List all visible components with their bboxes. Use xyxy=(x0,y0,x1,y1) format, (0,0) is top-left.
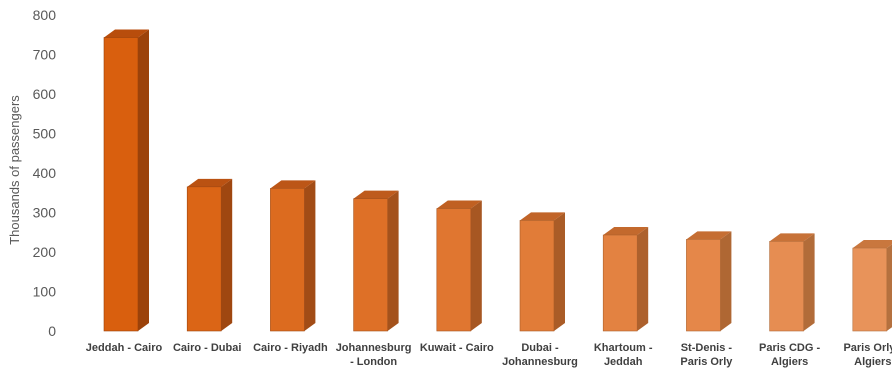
bar xyxy=(519,212,565,332)
bar-side xyxy=(720,231,732,331)
bar-side xyxy=(138,29,149,331)
y-tick-label: 300 xyxy=(33,205,57,221)
bar xyxy=(353,190,399,332)
y-tick-label: 100 xyxy=(33,284,57,300)
bars xyxy=(103,29,892,332)
bar-top xyxy=(520,212,565,221)
x-tick-label: Cairo - Dubai xyxy=(173,342,241,354)
x-tick-label: Kuwait - Cairo xyxy=(420,342,494,354)
y-tick-label: 400 xyxy=(33,165,57,181)
bar-front xyxy=(436,208,472,332)
bar-top xyxy=(353,190,399,199)
x-tick-label: Khartoum -Jeddah xyxy=(594,342,653,368)
bar xyxy=(103,29,149,332)
y-tick-label: 600 xyxy=(33,86,57,102)
bar-front xyxy=(602,234,638,332)
bar xyxy=(186,178,233,332)
bar-top xyxy=(187,178,233,187)
x-axis-labels: Jeddah - Cairo Cairo - Dubai Cairo - Riyad… xyxy=(86,342,892,368)
y-tick-label: 500 xyxy=(33,126,57,142)
y-axis-label: Thousands of passengers xyxy=(7,95,22,245)
x-tick-label: Cairo - Riyadh xyxy=(253,342,328,354)
bar-top xyxy=(686,231,732,240)
bar-top xyxy=(436,200,482,209)
bar-side xyxy=(803,233,815,331)
bar-top xyxy=(104,29,149,38)
bar-front xyxy=(769,241,804,332)
y-axis-ticks: 0 100 200 300 400 500 600 700 800 xyxy=(33,7,57,339)
bar-front xyxy=(103,37,139,332)
bar-front xyxy=(353,198,388,332)
bar-top xyxy=(270,180,316,189)
y-tick-label: 700 xyxy=(33,47,57,63)
bar-top xyxy=(769,233,815,242)
bar xyxy=(686,231,732,332)
bar-side xyxy=(221,178,233,331)
bar-top xyxy=(603,227,649,236)
bar-top xyxy=(852,240,892,249)
bar xyxy=(602,227,649,332)
bar-front xyxy=(270,188,305,332)
x-tick-label: Jeddah - Cairo xyxy=(86,342,163,354)
y-tick-label: 0 xyxy=(48,323,56,339)
x-tick-label: Dubai -Johannesburg xyxy=(502,342,578,368)
bar-side xyxy=(304,180,316,331)
bar-side xyxy=(554,212,565,331)
bar xyxy=(769,233,815,332)
bar-front xyxy=(519,220,555,332)
y-tick-label: 200 xyxy=(33,244,57,260)
x-tick-label: Paris Orly -Algiers xyxy=(843,342,892,368)
bar xyxy=(852,240,892,332)
bar xyxy=(436,200,482,332)
bar xyxy=(270,180,316,332)
x-tick-label: Paris CDG -Algiers xyxy=(759,342,820,368)
bar-side xyxy=(637,227,649,331)
bar-front xyxy=(686,239,721,332)
bar-front xyxy=(852,247,888,332)
bar-side xyxy=(387,190,399,331)
x-tick-label: St-Denis -Paris Orly xyxy=(680,342,733,368)
y-tick-label: 800 xyxy=(33,7,57,23)
bar-side xyxy=(886,244,892,331)
bar-side xyxy=(470,200,482,331)
x-tick-label: Johannesburg - London xyxy=(336,342,412,368)
bar-front xyxy=(186,186,222,332)
